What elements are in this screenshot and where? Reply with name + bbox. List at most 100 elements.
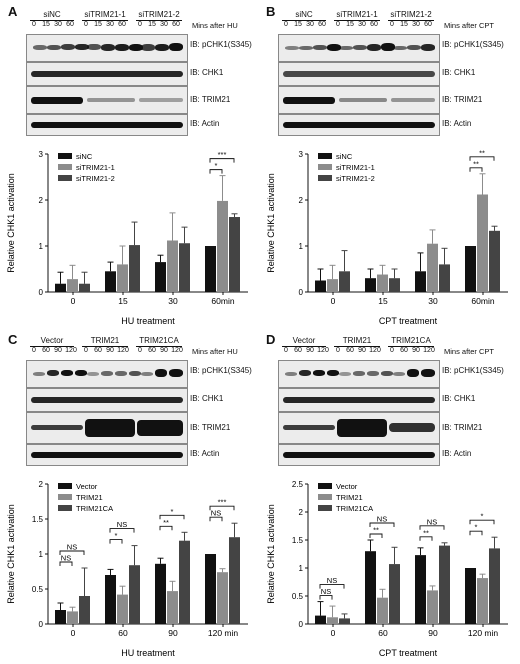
blot-label: IB: Actin	[442, 449, 472, 458]
significance-bracket	[59, 561, 73, 566]
legend-label: siNC	[336, 152, 353, 161]
x-tick-label: 15	[378, 296, 388, 306]
x-axis-label: HU treatment	[121, 648, 175, 658]
legend-swatch	[58, 505, 72, 511]
bar-chart: 0 0.5 1 1.5 2 Relative CHK1 activation HU trea…	[6, 480, 248, 658]
legend-label: TRIM21	[336, 493, 363, 502]
significance-bracket	[369, 522, 395, 527]
blot-label: IB: CHK1	[442, 394, 476, 403]
time-tick: 60	[346, 347, 354, 354]
x-tick-label: 30	[168, 296, 178, 306]
blot-pchk1	[26, 360, 188, 388]
time-after-label: Mins after CPT	[444, 347, 495, 356]
group-line	[30, 20, 74, 21]
x-tick-label: 90	[168, 628, 178, 638]
bar	[427, 243, 438, 292]
group-label: Vector	[292, 336, 316, 345]
x-tick-label: 0	[331, 628, 336, 638]
bar	[217, 200, 228, 292]
group-line	[282, 20, 326, 21]
bar	[477, 194, 488, 292]
significance-bracket	[469, 519, 495, 525]
bar	[79, 283, 90, 292]
blot-chk1	[278, 62, 440, 86]
bar	[365, 551, 376, 624]
x-tick-label: 0	[331, 296, 336, 306]
panel-d: D Vector TRIM21 TRIM21CA 0 60 90 120 0 6…	[260, 332, 520, 664]
significance-label: ***	[218, 150, 227, 159]
y-tick-label: 2	[299, 508, 304, 517]
bar	[327, 617, 338, 624]
x-tick-label: 60min	[211, 296, 234, 306]
legend-swatch	[318, 505, 332, 511]
panel-label: C	[8, 332, 18, 347]
bar	[55, 283, 66, 292]
time-tick: 60	[294, 347, 302, 354]
significance-bracket	[469, 530, 483, 536]
panel-label: D	[266, 332, 276, 347]
group-label: siTRIM21-2	[138, 10, 180, 19]
legend-swatch	[58, 164, 72, 170]
x-axis-label: CPT treatment	[379, 648, 438, 658]
bar	[477, 578, 488, 624]
time-tick: 0	[336, 347, 340, 354]
y-axis-label: Relative CHK1 activation	[6, 504, 16, 604]
time-tick: 60	[318, 21, 326, 28]
bar	[465, 568, 476, 624]
significance-label: NS	[377, 515, 387, 524]
y-tick-label: 1	[299, 564, 304, 573]
blot-trim21	[278, 86, 440, 114]
blot-label: IB: Actin	[190, 449, 220, 458]
significance-label: **	[423, 528, 429, 537]
x-tick-label: 60	[378, 628, 388, 638]
time-tick: 15	[400, 21, 408, 28]
bar	[217, 572, 228, 624]
bar	[439, 545, 450, 624]
bar	[339, 618, 350, 624]
time-tick: 0	[138, 347, 142, 354]
time-tick: 90	[106, 347, 114, 354]
significance-bracket	[469, 167, 483, 172]
x-tick-label: 15	[118, 296, 128, 306]
panel-a: A siNC siTRIM21-1 siTRIM21-2 0 15 30 60 …	[0, 0, 260, 332]
bar	[377, 597, 388, 624]
group-label: Vector	[40, 336, 64, 345]
significance-bracket	[419, 536, 433, 541]
y-tick-label: 1.5	[32, 515, 44, 524]
group-line	[30, 346, 74, 347]
time-tick: 90	[412, 347, 420, 354]
group-line	[334, 346, 380, 347]
y-tick-label: 1	[299, 242, 304, 251]
legend-swatch	[318, 483, 332, 489]
legend-label: siTRIM21-2	[76, 174, 115, 183]
time-tick: 120	[369, 347, 381, 354]
group-line	[82, 20, 128, 21]
blot-label: IB: TRIM21	[190, 423, 231, 432]
x-tick-label: 0	[71, 296, 76, 306]
group-label: siTRIM21-1	[336, 10, 378, 19]
significance-bracket	[319, 584, 345, 589]
legend-swatch	[318, 164, 332, 170]
blot-chk1	[26, 388, 188, 412]
bar	[415, 271, 426, 292]
y-tick-label: 1	[39, 242, 44, 251]
time-tick: 15	[148, 21, 156, 28]
bar-chart: 0 0.5 1 1.5 2 2.5 Relative CHK1 activation CPT …	[266, 480, 508, 658]
group-label: TRIM21	[90, 336, 120, 345]
blot-chk1	[278, 388, 440, 412]
legend-label: TRIM21CA	[336, 504, 373, 513]
bar	[129, 565, 140, 624]
time-tick: 60	[66, 21, 74, 28]
time-tick: 0	[84, 21, 88, 28]
bar	[129, 245, 140, 292]
time-tick: 0	[32, 347, 36, 354]
bar	[205, 246, 216, 292]
time-tick: 60	[148, 347, 156, 354]
y-axis-label: Relative CHK1 activation	[266, 504, 276, 604]
group-label: TRIM21	[342, 336, 372, 345]
blot-chk1	[26, 62, 188, 86]
group-line	[136, 346, 182, 347]
y-tick-label: 0	[299, 288, 304, 297]
time-after-label: Mins after HU	[192, 21, 238, 30]
bar	[339, 271, 350, 292]
